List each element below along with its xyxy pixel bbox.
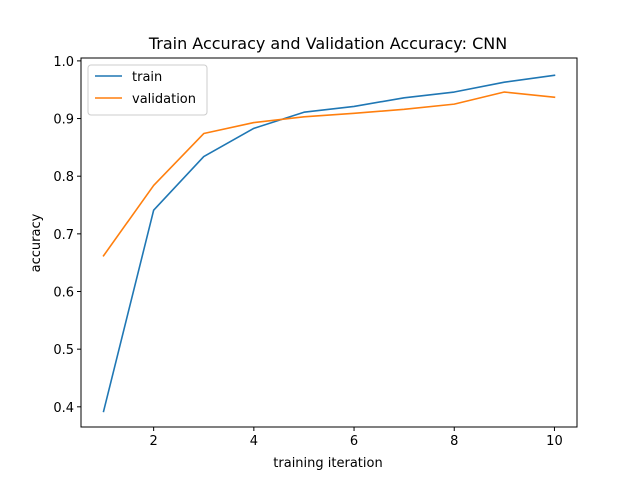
y-tick-label: 0.5 xyxy=(53,343,74,358)
y-axis: 0.4 0.5 0.6 0.7 0.8 0.9 1.0 xyxy=(53,55,81,416)
y-axis-label: accuracy xyxy=(29,213,44,272)
x-tick-label: 8 xyxy=(450,434,458,449)
y-tick-label: 0.7 xyxy=(53,228,74,243)
chart-title: Train Accuracy and Validation Accuracy: … xyxy=(148,34,507,53)
x-tick-label: 2 xyxy=(150,434,158,449)
x-axis-label: training iteration xyxy=(273,456,382,471)
y-tick-label: 1.0 xyxy=(53,55,74,70)
legend-label-validation: validation xyxy=(132,92,196,107)
plot-area xyxy=(80,57,578,428)
legend: train validation xyxy=(87,64,208,116)
x-tick-label: 4 xyxy=(250,434,258,449)
legend-box xyxy=(87,64,208,116)
series-line-train xyxy=(102,74,556,413)
y-tick-label: 0.8 xyxy=(53,170,74,185)
legend-label-train: train xyxy=(132,70,162,85)
series-lines xyxy=(102,74,556,413)
y-tick-label: 0.9 xyxy=(53,113,74,128)
series-line-validation xyxy=(102,91,556,257)
y-tick-label: 0.6 xyxy=(53,286,74,301)
x-axis: 2 4 6 8 10 xyxy=(150,427,563,449)
y-tick-label: 0.4 xyxy=(53,401,74,416)
x-tick-label: 10 xyxy=(546,434,563,449)
x-tick-label: 6 xyxy=(350,434,358,449)
